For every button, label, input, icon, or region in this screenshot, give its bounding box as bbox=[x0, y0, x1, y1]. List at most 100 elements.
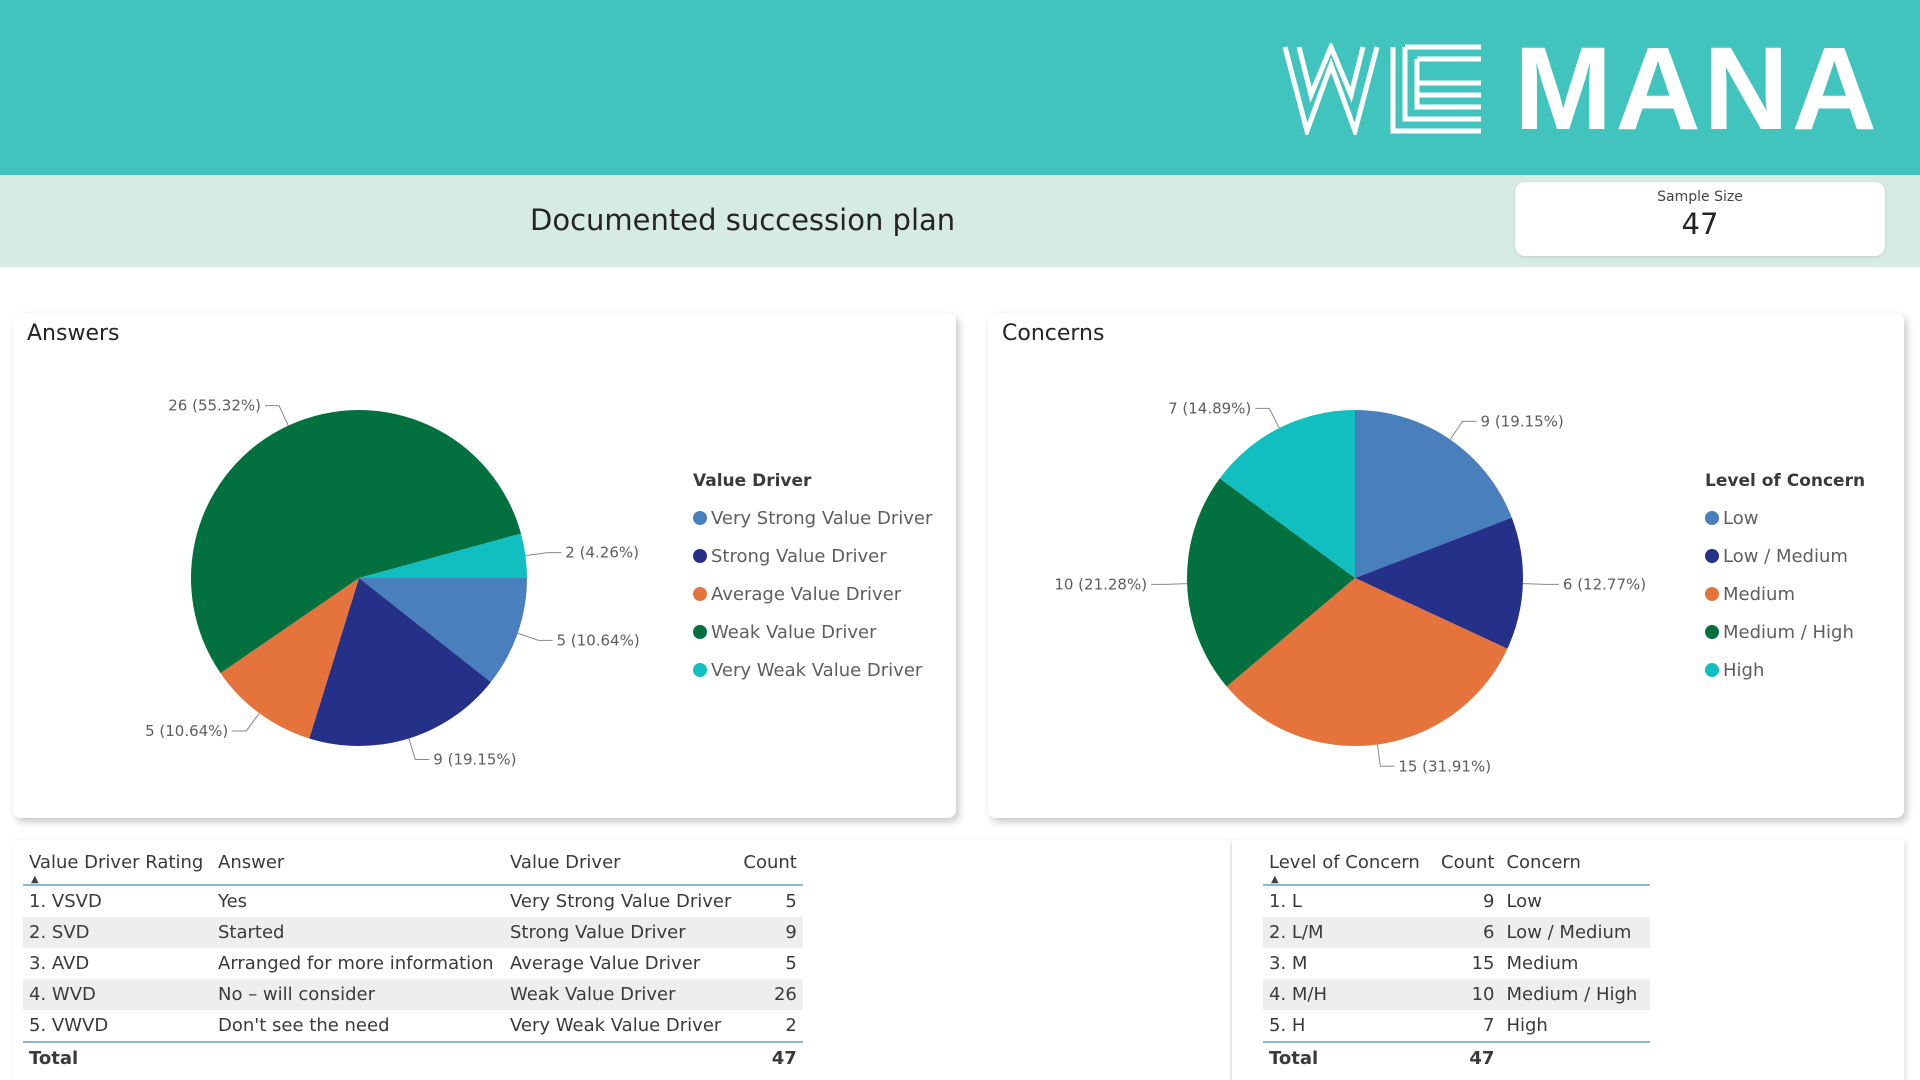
answers-header-value-driver[interactable]: Value Driver bbox=[504, 840, 738, 886]
answers-leader-line bbox=[232, 712, 260, 732]
answers-table-row[interactable]: 3. AVD Arranged for more information Avera… bbox=[23, 948, 803, 979]
answers-legend-item-very-strong-value-driver[interactable]: Very Strong Value Driver bbox=[693, 499, 932, 537]
answers-leader-line bbox=[525, 552, 562, 557]
concerns-data-label: 10 (21.28%) bbox=[1054, 575, 1147, 593]
answers-table-cell: 5 bbox=[785, 891, 797, 912]
concerns-table-row[interactable]: 5. H 7 High bbox=[1263, 1010, 1650, 1042]
concerns-leader-line bbox=[1449, 420, 1477, 440]
concerns-data-label: 6 (12.77%) bbox=[1563, 575, 1646, 593]
answers-table-cell: 1. VSVD bbox=[29, 891, 102, 912]
answers-table-cell: Very Weak Value Driver bbox=[510, 1015, 722, 1036]
concerns-legend-dot bbox=[1705, 625, 1719, 639]
concerns-slice-high[interactable] bbox=[1219, 410, 1355, 578]
answers-legend-label: Weak Value Driver bbox=[711, 621, 877, 643]
answers-legend-item-strong-value-driver[interactable]: Strong Value Driver bbox=[693, 537, 932, 575]
answers-legend-dot bbox=[693, 663, 707, 677]
concerns-slice-medium[interactable] bbox=[1226, 578, 1508, 747]
answers-legend-item-weak-value-driver[interactable]: Weak Value Driver bbox=[693, 613, 932, 651]
answers-data-label: 2 (4.26%) bbox=[565, 544, 639, 562]
concerns-slice-low-medium[interactable] bbox=[1355, 517, 1523, 649]
concerns-table-total-row: Total 47 bbox=[1263, 1041, 1651, 1073]
answers-total-empty bbox=[212, 1041, 504, 1073]
answers-table-row[interactable]: 4. WVD No – will consider Weak Value Drive… bbox=[23, 979, 803, 1010]
answers-table-card: Value Driver Rating ▲ Answer Value Driver… bbox=[13, 840, 1230, 1080]
concerns-table-cell: Medium / High bbox=[1500, 979, 1651, 1010]
concerns-table-row[interactable]: 1. L 9 Low bbox=[1263, 885, 1650, 917]
answers-slice-very-strong-value-driver[interactable] bbox=[359, 578, 527, 683]
concerns-table: Level of Concern ▲ Count Concern 1. L 9 Low… bbox=[1263, 840, 1651, 1073]
answers-table-cell: 9 bbox=[737, 917, 803, 948]
answers-legend-item-very-weak-value-driver[interactable]: Very Weak Value Driver bbox=[693, 651, 932, 689]
answers-table-cell: Weak Value Driver bbox=[504, 979, 738, 1010]
answers-table-cell: Average Value Driver bbox=[510, 953, 701, 974]
concerns-legend-item-medium[interactable]: Medium bbox=[1705, 575, 1865, 613]
answers-leader-line bbox=[265, 405, 289, 426]
answers-header-count[interactable]: Count bbox=[737, 840, 803, 886]
answers-table-cell: No – will consider bbox=[212, 979, 504, 1010]
answers-chart-title: Answers bbox=[27, 321, 120, 346]
concerns-table-cell: 3. M bbox=[1269, 953, 1308, 974]
concerns-pie-chart[interactable]: 9 (19.15%) 6 (12.77%) 15 (31.91%) 10 (21.28… bbox=[988, 313, 1904, 818]
concerns-legend: Level of Concern Low Low / Medium Medium Me… bbox=[1705, 471, 1865, 689]
concerns-table-cell: Medium bbox=[1506, 953, 1579, 974]
sample-size-card: Sample Size 47 bbox=[1515, 182, 1885, 256]
answers-total-label: Total bbox=[23, 1041, 212, 1073]
concerns-table-row[interactable]: 2. L/M 6 Low / Medium bbox=[1263, 917, 1651, 948]
concerns-header-concern[interactable]: Concern bbox=[1500, 840, 1651, 886]
answers-leader-line bbox=[517, 632, 553, 641]
concerns-chart-card[interactable]: Concerns 9 (19.15%) 6 (12.77%) 15 (31.91%)… bbox=[988, 313, 1904, 818]
concerns-table-row[interactable]: 4. M/H 10 Medium / High bbox=[1263, 979, 1651, 1010]
answers-slice-very-weak-value-driver[interactable] bbox=[359, 533, 527, 578]
answers-legend-item-average-value-driver[interactable]: Average Value Driver bbox=[693, 575, 932, 613]
answers-leader-line bbox=[408, 738, 430, 760]
answers-table-cell: Yes bbox=[218, 891, 248, 912]
concerns-legend-item-medium-high[interactable]: Medium / High bbox=[1705, 613, 1865, 651]
concerns-slice-medium-high[interactable] bbox=[1187, 478, 1355, 687]
concerns-legend-label: Low / Medium bbox=[1723, 545, 1848, 567]
answers-table-cell: 2. SVD bbox=[23, 917, 212, 948]
concerns-data-label: 15 (31.91%) bbox=[1398, 757, 1491, 775]
answers-slice-average-value-driver[interactable] bbox=[220, 578, 359, 739]
sample-size-value: 47 bbox=[1681, 207, 1719, 241]
answers-legend-dot bbox=[693, 511, 707, 525]
sort-ascending-icon: ▲ bbox=[1271, 874, 1279, 885]
answers-header-rating[interactable]: Value Driver Rating ▲ bbox=[23, 840, 212, 886]
concerns-chart-title: Concerns bbox=[1002, 321, 1105, 346]
concerns-table-cell: 10 bbox=[1435, 979, 1501, 1010]
concerns-table-cell: Low / Medium bbox=[1500, 917, 1651, 948]
answers-chart-card[interactable]: Answers 5 (10.64%) 9 (19.15%) 5 (10.64%) 26… bbox=[13, 313, 956, 818]
answers-slice-strong-value-driver[interactable] bbox=[309, 578, 491, 746]
answers-table-cell: Strong Value Driver bbox=[504, 917, 738, 948]
concerns-table-cell: 5. H bbox=[1269, 1015, 1306, 1036]
concerns-leader-line bbox=[1151, 583, 1188, 585]
concerns-table-row[interactable]: 3. M 15 Medium bbox=[1263, 948, 1650, 979]
answers-table-cell: 26 bbox=[737, 979, 803, 1010]
answers-table-cell: 5. VWVD bbox=[29, 1015, 109, 1036]
concerns-legend-item-high[interactable]: High bbox=[1705, 651, 1865, 689]
concerns-legend-label: Low bbox=[1723, 507, 1759, 529]
concerns-legend-dot bbox=[1705, 587, 1719, 601]
concerns-legend-item-low-medium[interactable]: Low / Medium bbox=[1705, 537, 1865, 575]
concerns-header-count[interactable]: Count bbox=[1435, 840, 1501, 886]
concerns-data-label: 9 (19.15%) bbox=[1481, 412, 1564, 430]
answers-table-row[interactable]: 5. VWVD Don't see the need Very Weak Value… bbox=[23, 1010, 803, 1042]
concerns-table-cell: 2. L/M bbox=[1263, 917, 1435, 948]
answers-pie-chart[interactable]: 5 (10.64%) 9 (19.15%) 5 (10.64%) 26 (55.32%… bbox=[13, 313, 956, 818]
concerns-legend-item-low[interactable]: Low bbox=[1705, 499, 1865, 537]
answers-legend-label: Average Value Driver bbox=[711, 583, 902, 605]
concerns-table-cell: 7 bbox=[1483, 1015, 1495, 1036]
concerns-header-level[interactable]: Level of Concern ▲ bbox=[1263, 840, 1435, 886]
answers-legend-label: Very Strong Value Driver bbox=[711, 507, 933, 529]
answers-table-cell: Arranged for more information bbox=[218, 953, 494, 974]
answers-header-answer[interactable]: Answer bbox=[212, 840, 504, 886]
answers-table-row[interactable]: 2. SVD Started Strong Value Driver 9 bbox=[23, 917, 803, 948]
concerns-slice-low[interactable] bbox=[1355, 410, 1512, 578]
answers-table: Value Driver Rating ▲ Answer Value Driver… bbox=[23, 840, 803, 1073]
answers-legend-dot bbox=[693, 625, 707, 639]
concerns-total-label: Total bbox=[1263, 1041, 1435, 1073]
answers-slice-weak-value-driver[interactable] bbox=[191, 409, 522, 674]
concerns-table-header-row: Level of Concern ▲ Count Concern bbox=[1263, 840, 1651, 886]
answers-table-total-row: Total 47 bbox=[23, 1041, 803, 1073]
answers-table-row[interactable]: 1. VSVD Yes Very Strong Value Driver 5 bbox=[23, 885, 803, 917]
answers-table-cell: 2 bbox=[785, 1015, 797, 1036]
